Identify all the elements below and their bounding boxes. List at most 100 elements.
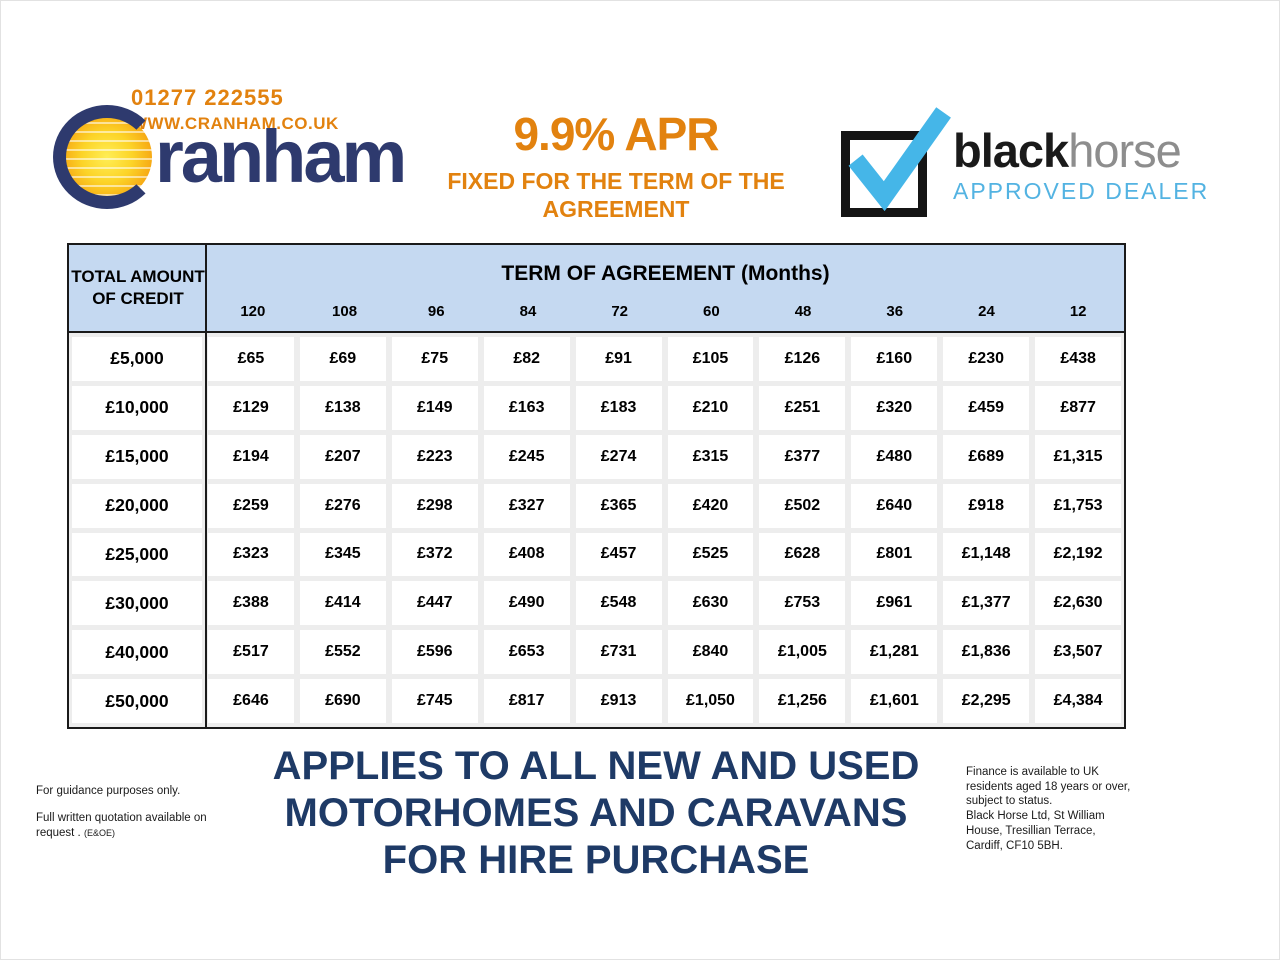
payment-cell: £82	[483, 337, 570, 381]
payment-cell: £457	[575, 532, 662, 577]
payment-cell: £315	[667, 434, 754, 479]
payment-cell: £596	[391, 630, 478, 675]
payment-cell: £913	[575, 679, 662, 723]
payment-cell: £480	[851, 434, 938, 479]
quotation-note: Full written quotation available on requ…	[36, 811, 244, 841]
blackhorse-mark	[839, 107, 951, 217]
blackhorse-word-black: black	[953, 124, 1069, 177]
month-column-header: 36	[886, 303, 904, 320]
payment-cell: £149	[391, 385, 478, 430]
payment-cell: £274	[575, 434, 662, 479]
payment-cell: £548	[575, 581, 662, 626]
table-row: £20,000 £259 £276 £298 £327 £365 £420 £502 £640 £…	[72, 483, 1122, 528]
payment-cell: £129	[208, 385, 294, 430]
payment-cell: £69	[299, 337, 386, 381]
payment-cell: £1,005	[759, 630, 846, 675]
payment-cell: £640	[851, 483, 938, 528]
headline-line-3: FOR HIRE PURCHASE	[382, 838, 810, 883]
amount-cell: £20,000	[72, 483, 202, 528]
phone-number: 01277 222555	[131, 85, 284, 110]
website-url: WWW.CRANHAM.CO.UK	[131, 114, 339, 133]
payment-cell: £3,507	[1035, 630, 1122, 675]
payment-cell: £327	[483, 483, 570, 528]
payment-cell: £388	[208, 581, 294, 626]
table-header: TOTAL AMOUNT OF CREDIT TERM OF AGREEMENT…	[69, 245, 1124, 333]
payment-cell: £160	[851, 337, 938, 381]
table-row: £25,000 £323 £345 £372 £408 £457 £525 £628 £801 £…	[72, 532, 1122, 577]
payment-cell: £502	[759, 483, 846, 528]
payment-cell: £2,295	[943, 679, 1030, 723]
payment-cell: £408	[483, 532, 570, 577]
payment-cell: £377	[759, 434, 846, 479]
month-column-header: 108	[332, 303, 358, 320]
payment-cell: £320	[851, 385, 938, 430]
payment-cell: £345	[299, 532, 386, 577]
payment-cell: £1,753	[1035, 483, 1122, 528]
payment-cell: £877	[1035, 385, 1122, 430]
term-header-area: TERM OF AGREEMENT (Months) 120 108 96 84 72 6…	[207, 245, 1124, 331]
small-print-left: For guidance purposes only. Full written…	[36, 784, 244, 853]
payment-cell: £65	[208, 337, 294, 381]
table-row: £5,000 £65 £69 £75 £82 £91 £105 £126 £160 £230 £43…	[72, 337, 1122, 381]
payment-cell: £259	[208, 483, 294, 528]
logo-c-mark	[53, 105, 161, 209]
payment-cell: £459	[943, 385, 1030, 430]
apr-subtitle: FIXED FOR THE TERM OF THE AGREEMENT	[447, 168, 785, 223]
finance-terms-note: Finance is available to UK residents age…	[966, 766, 1131, 852]
payment-cell: £490	[483, 581, 570, 626]
payment-cell: £4,384	[1035, 679, 1122, 723]
table-corner-header: TOTAL AMOUNT OF CREDIT	[71, 266, 205, 308]
payment-cell: £753	[759, 581, 846, 626]
payment-cell: £689	[943, 434, 1030, 479]
payment-cell: £1,148	[943, 532, 1030, 577]
payment-cell: £372	[391, 532, 478, 577]
payment-cell: £690	[299, 679, 386, 723]
payment-cell: £918	[943, 483, 1030, 528]
month-column-header: 96	[427, 303, 445, 320]
blackhorse-text: blackhorse APPROVED DEALER	[953, 113, 1209, 209]
payment-cell: £1,050	[667, 679, 754, 723]
square-icon	[841, 131, 927, 217]
eoe-note: (E&OE)	[83, 827, 115, 838]
payment-cell: £163	[483, 385, 570, 430]
payment-cell: £91	[575, 337, 662, 381]
c-ring-icon	[53, 105, 161, 209]
payment-cell: £323	[208, 532, 294, 577]
payment-cell: £552	[299, 630, 386, 675]
blackhorse-word-horse: horse	[1068, 124, 1182, 177]
amount-cell: £30,000	[72, 581, 202, 626]
month-column-header: 72	[611, 303, 628, 320]
payment-cell: £517	[208, 630, 294, 675]
payment-cell: £194	[208, 434, 294, 479]
payment-cell: £2,192	[1035, 532, 1122, 577]
payment-cell: £276	[299, 483, 386, 528]
payment-cell: £210	[667, 385, 754, 430]
payment-cell: £223	[391, 434, 478, 479]
payment-cell: £298	[391, 483, 478, 528]
month-column-header: 12	[1069, 303, 1087, 320]
approved-dealer-label: APPROVED DEALER	[953, 178, 1210, 204]
payment-cell: £75	[391, 337, 478, 381]
table-row: £15,000 £194 £207 £223 £245 £274 £315 £377 £480 £…	[72, 434, 1122, 479]
payment-cell: £1,836	[943, 630, 1030, 675]
payment-cell: £207	[299, 434, 386, 479]
payment-cell: £646	[208, 679, 294, 723]
payment-cell: £365	[575, 483, 662, 528]
payment-cell: £801	[851, 532, 938, 577]
table-row: £10,000 £129 £138 £149 £163 £183 £210 £251 £320 £…	[72, 385, 1122, 430]
payment-cell: £1,256	[759, 679, 846, 723]
month-column-header: 120	[240, 303, 266, 320]
amount-cell: £25,000	[72, 532, 202, 577]
amount-cell: £5,000	[72, 337, 202, 381]
payment-cell: £840	[667, 630, 754, 675]
month-column-header: 84	[519, 303, 537, 320]
payment-cell: £731	[575, 630, 662, 675]
payment-cell: £183	[575, 385, 662, 430]
payment-cell: £230	[943, 337, 1030, 381]
payment-cell: £138	[299, 385, 386, 430]
guidance-note: For guidance purposes only.	[36, 785, 181, 797]
blackhorse-wordmark: blackhorse	[953, 127, 1209, 174]
amount-cell: £10,000	[72, 385, 202, 430]
payment-cell: £961	[851, 581, 938, 626]
payment-cell: £2,630	[1035, 581, 1122, 626]
